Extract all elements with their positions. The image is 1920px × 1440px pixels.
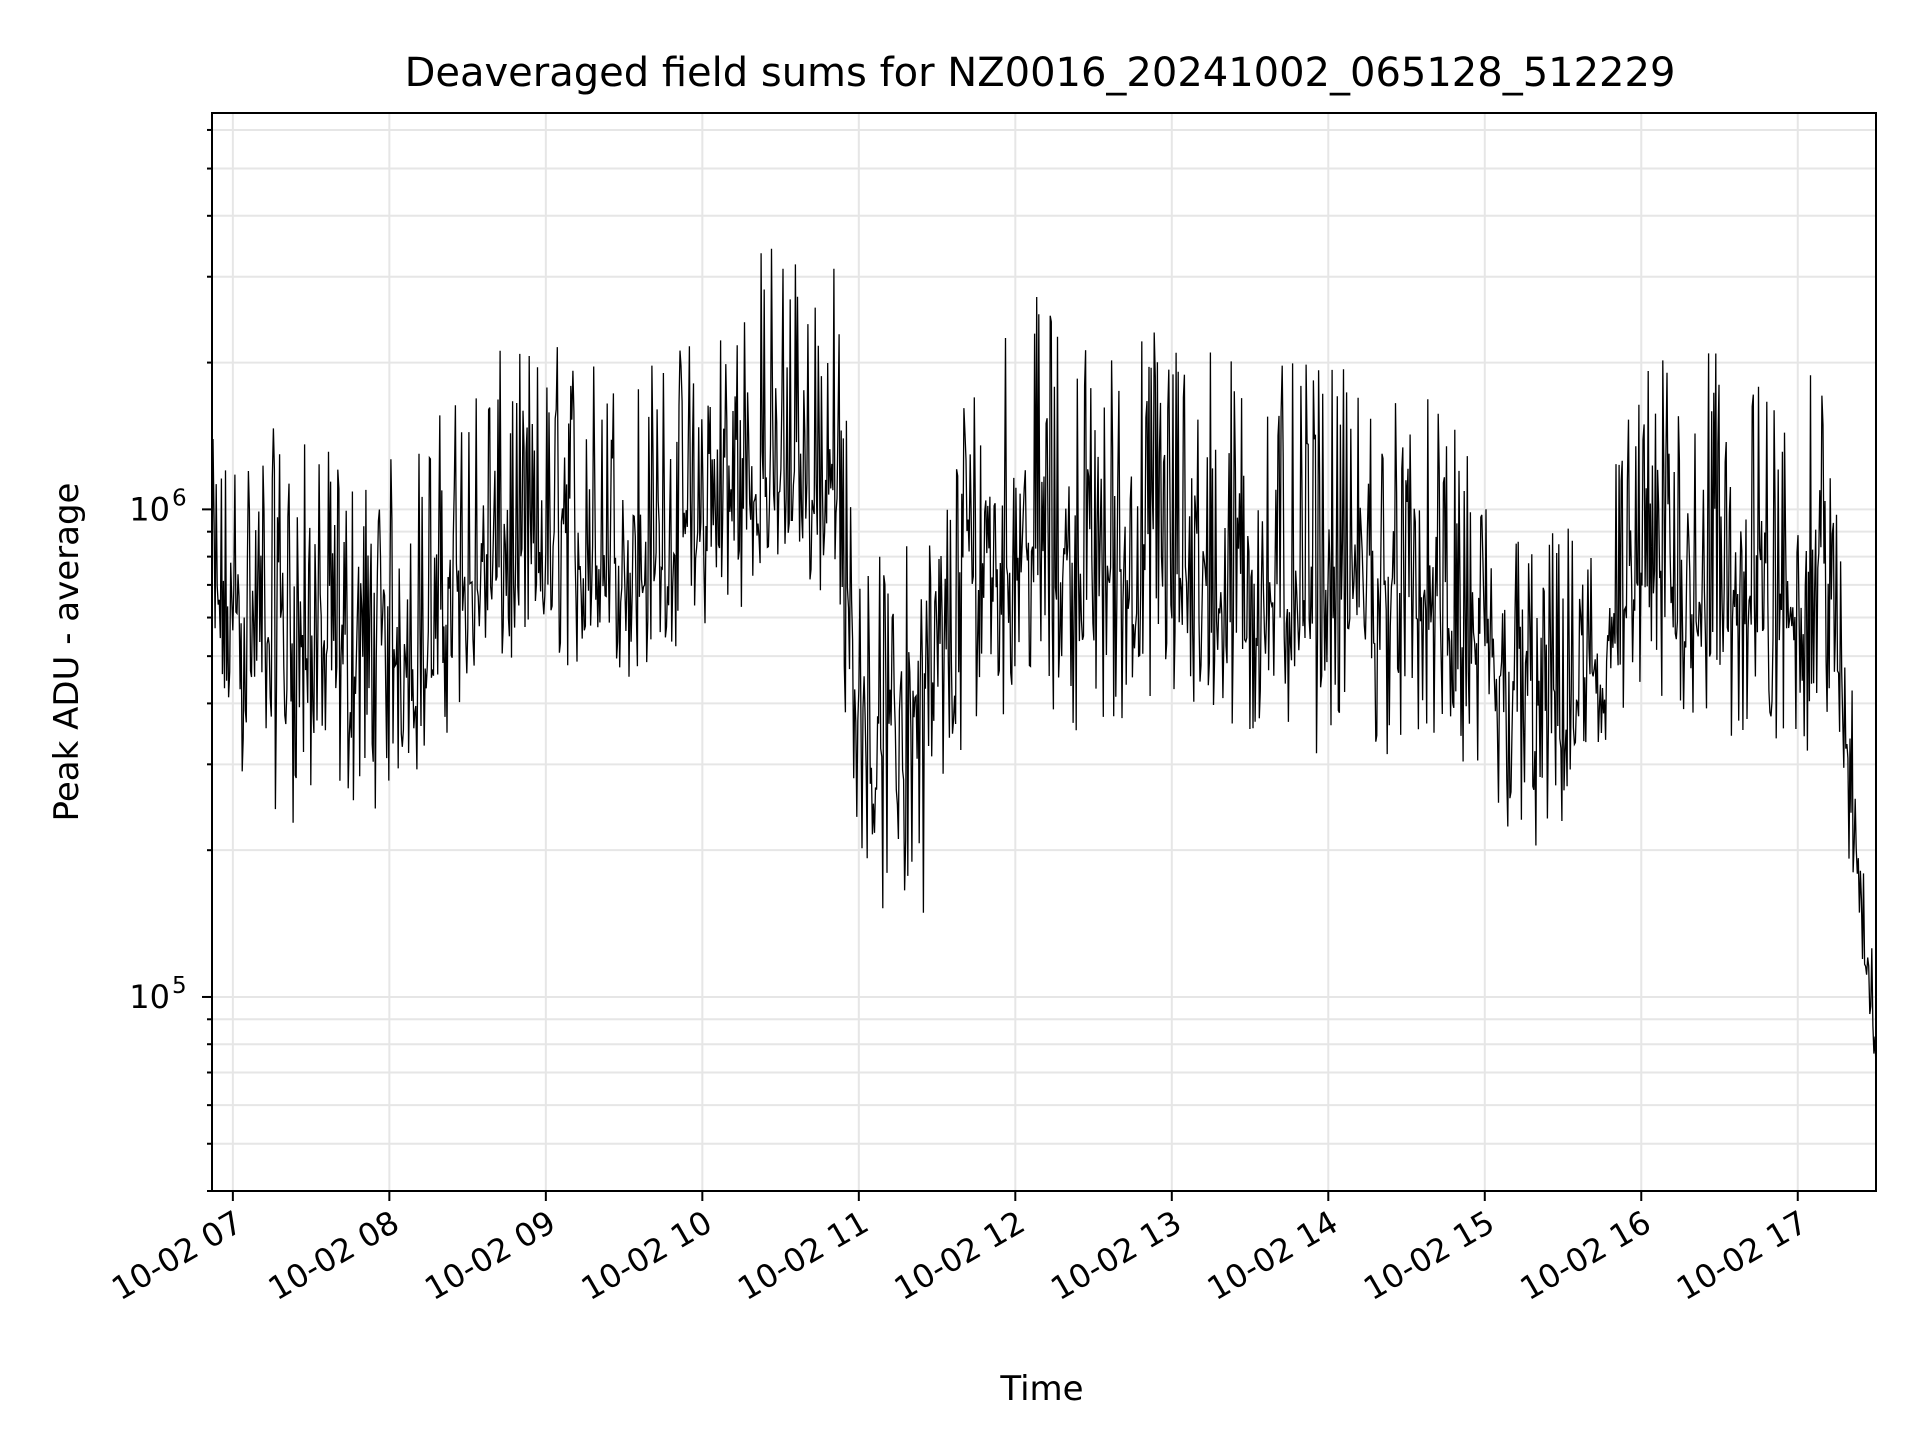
grid (212, 113, 1876, 1192)
y-tick-label: 10 (129, 490, 170, 528)
x-tick-label: 10-02 16 (1514, 1203, 1658, 1308)
series-line (211, 248, 1877, 1069)
x-tick-label: 10-02 09 (418, 1203, 562, 1308)
x-tick-label: 10-02 07 (105, 1203, 249, 1308)
x-tick-label: 10-02 10 (575, 1203, 719, 1308)
x-tick-label: 10-02 15 (1357, 1203, 1501, 1308)
plot-frame (211, 112, 1877, 1192)
x-tick-label: 10-02 14 (1201, 1203, 1345, 1308)
y-axis-label: Peak ADU - average (47, 483, 87, 822)
x-tick-label: 10-02 12 (888, 1203, 1032, 1308)
x-tick-label: 10-02 17 (1670, 1203, 1814, 1308)
x-tick-label: 10-02 08 (262, 1203, 406, 1308)
y-tick-exponent: 6 (172, 485, 187, 511)
series-polyline (211, 248, 1877, 1069)
x-tick-label: 10-02 11 (731, 1203, 875, 1308)
chart-title: Deaveraged field sums for NZ0016_2024100… (405, 50, 1676, 96)
x-axis: 10-02 07 10-02 08 10-02 09 10-02 10 10-02 11… (105, 1191, 1814, 1308)
x-axis-label: Time (999, 1369, 1083, 1409)
x-tick-label: 10-02 13 (1044, 1203, 1188, 1308)
y-tick-label: 10 (129, 978, 170, 1016)
y-tick-exponent: 5 (172, 973, 187, 999)
